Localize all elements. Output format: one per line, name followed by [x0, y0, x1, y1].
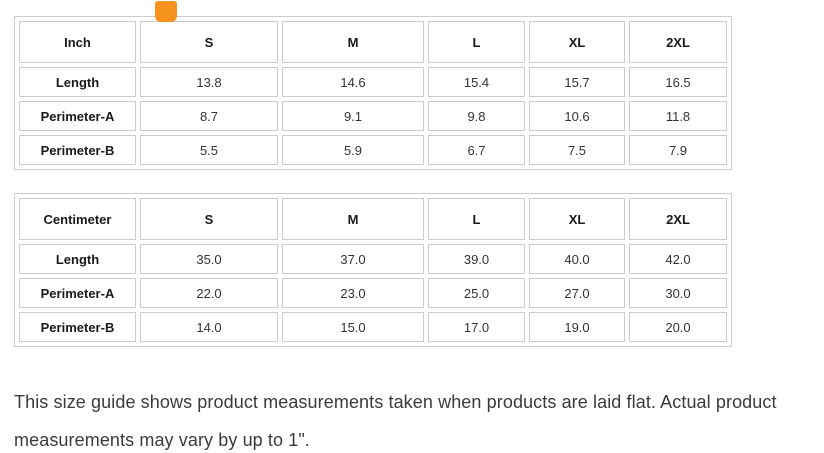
table-row: Perimeter-A 8.7 9.1 9.8 10.6 11.8	[19, 101, 727, 131]
size-table-inch: Inch S M L XL 2XL Length 13.8 14.6 15.4 …	[14, 16, 732, 170]
value-cell: 15.7	[529, 67, 625, 97]
row-label-cell: Length	[19, 67, 136, 97]
value-cell: 5.5	[140, 135, 278, 165]
size-header-cell: 2XL	[629, 21, 727, 63]
size-header-cell: M	[282, 198, 424, 240]
size-guide-note: This size guide shows product measuremen…	[14, 392, 777, 450]
value-cell: 14.6	[282, 67, 424, 97]
size-header-cell: L	[428, 21, 525, 63]
table-header-row: Inch S M L XL 2XL	[19, 21, 727, 63]
size-header-cell: M	[282, 21, 424, 63]
value-cell: 8.7	[140, 101, 278, 131]
row-label-cell: Perimeter-B	[19, 312, 136, 342]
value-cell: 25.0	[428, 278, 525, 308]
row-label-cell: Perimeter-B	[19, 135, 136, 165]
value-cell: 10.6	[529, 101, 625, 131]
value-cell: 11.8	[629, 101, 727, 131]
unit-header-cell: Inch	[19, 21, 136, 63]
value-cell: 16.5	[629, 67, 727, 97]
value-cell: 19.0	[529, 312, 625, 342]
value-cell: 13.8	[140, 67, 278, 97]
value-cell: 5.9	[282, 135, 424, 165]
row-label-cell: Perimeter-A	[19, 278, 136, 308]
size-table-centimeter: Centimeter S M L XL 2XL Length 35.0 37.0…	[14, 193, 732, 347]
value-cell: 37.0	[282, 244, 424, 274]
table-row: Perimeter-B 5.5 5.9 6.7 7.5 7.9	[19, 135, 727, 165]
size-header-cell: L	[428, 198, 525, 240]
value-cell: 7.5	[529, 135, 625, 165]
value-cell: 27.0	[529, 278, 625, 308]
value-cell: 9.1	[282, 101, 424, 131]
size-header-cell: 2XL	[629, 198, 727, 240]
orange-heading-glyph-fragment	[155, 1, 177, 22]
size-header-cell: S	[140, 21, 278, 63]
table-row: Length 35.0 37.0 39.0 40.0 42.0	[19, 244, 727, 274]
value-cell: 7.9	[629, 135, 727, 165]
value-cell: 22.0	[140, 278, 278, 308]
size-header-cell: S	[140, 198, 278, 240]
size-header-cell: XL	[529, 21, 625, 63]
size-header-cell: XL	[529, 198, 625, 240]
value-cell: 20.0	[629, 312, 727, 342]
value-cell: 39.0	[428, 244, 525, 274]
value-cell: 35.0	[140, 244, 278, 274]
value-cell: 17.0	[428, 312, 525, 342]
value-cell: 14.0	[140, 312, 278, 342]
unit-header-cell: Centimeter	[19, 198, 136, 240]
value-cell: 30.0	[629, 278, 727, 308]
value-cell: 6.7	[428, 135, 525, 165]
value-cell: 15.4	[428, 67, 525, 97]
table-header-row: Centimeter S M L XL 2XL	[19, 198, 727, 240]
row-label-cell: Length	[19, 244, 136, 274]
value-cell: 9.8	[428, 101, 525, 131]
value-cell: 42.0	[629, 244, 727, 274]
value-cell: 23.0	[282, 278, 424, 308]
table-row: Perimeter-B 14.0 15.0 17.0 19.0 20.0	[19, 312, 727, 342]
table-row: Length 13.8 14.6 15.4 15.7 16.5	[19, 67, 727, 97]
table-row: Perimeter-A 22.0 23.0 25.0 27.0 30.0	[19, 278, 727, 308]
value-cell: 40.0	[529, 244, 625, 274]
value-cell: 15.0	[282, 312, 424, 342]
row-label-cell: Perimeter-A	[19, 101, 136, 131]
